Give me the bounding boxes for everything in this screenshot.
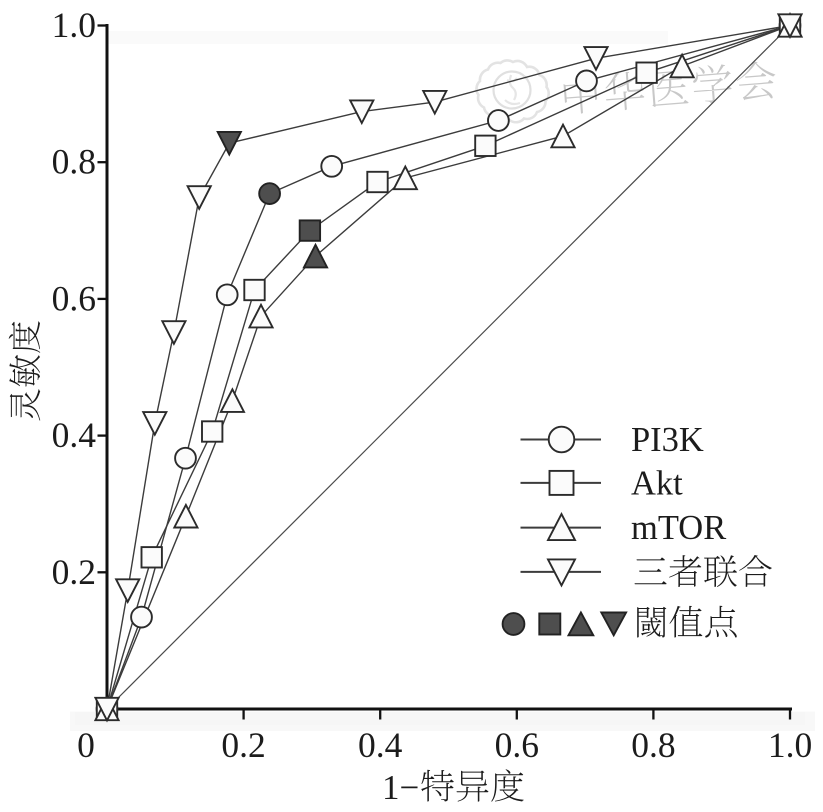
svg-text:0.4: 0.4 bbox=[52, 415, 97, 455]
svg-text:0.2: 0.2 bbox=[221, 725, 265, 765]
svg-text:0: 0 bbox=[77, 725, 95, 765]
svg-text:Akt: Akt bbox=[631, 464, 683, 502]
svg-text:1.0: 1.0 bbox=[52, 5, 96, 45]
svg-text:0.4: 0.4 bbox=[358, 725, 403, 765]
svg-text:0.8: 0.8 bbox=[631, 725, 675, 765]
svg-text:mTOR: mTOR bbox=[631, 509, 726, 547]
svg-text:PI3K: PI3K bbox=[631, 421, 704, 459]
svg-text:0.6: 0.6 bbox=[52, 278, 96, 318]
svg-text:1−: 1− bbox=[382, 768, 419, 807]
svg-text:0.6: 0.6 bbox=[495, 725, 539, 765]
svg-text:1.0: 1.0 bbox=[768, 725, 812, 765]
svg-text:0.2: 0.2 bbox=[52, 552, 96, 592]
svg-text:0.8: 0.8 bbox=[52, 142, 96, 182]
